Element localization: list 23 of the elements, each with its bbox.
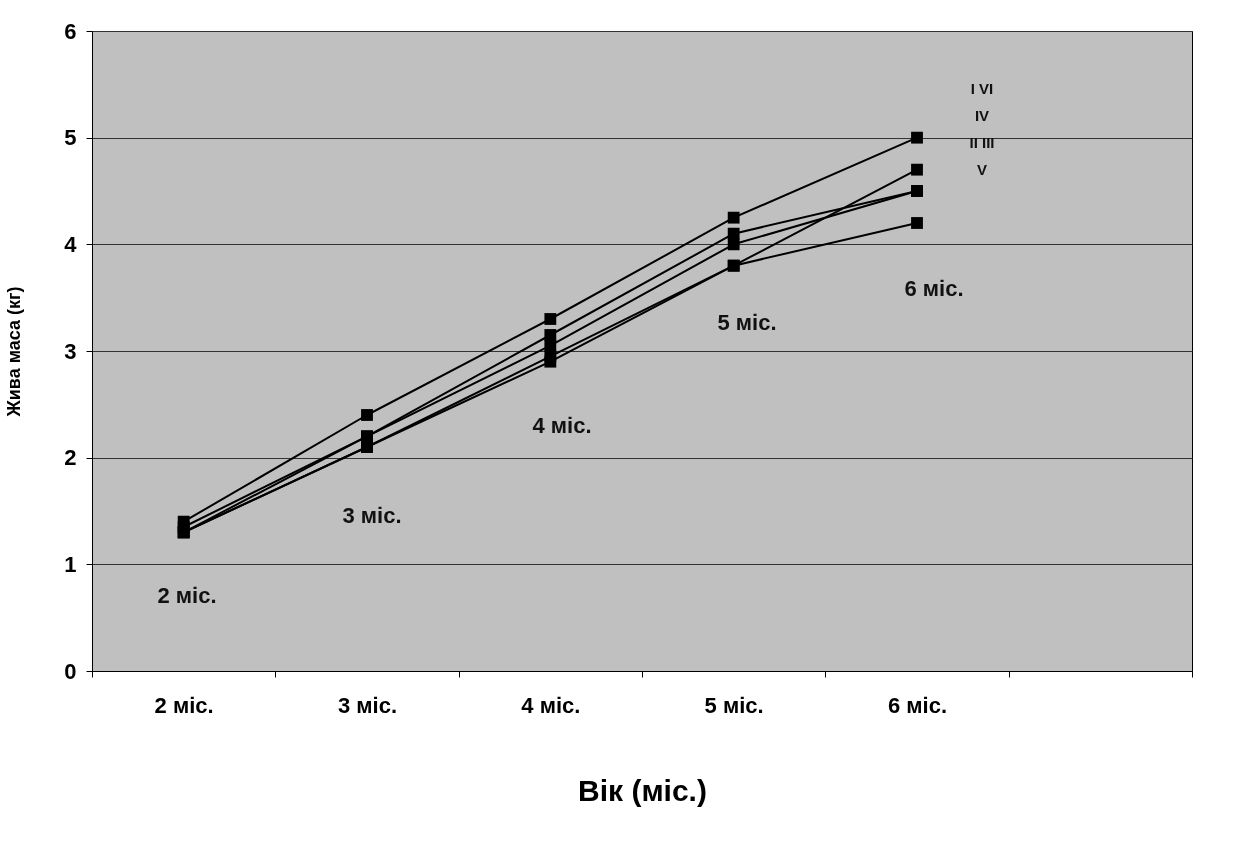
x-tick-label: 2 міс.: [154, 692, 214, 718]
x-tick-label: 4 міс.: [521, 692, 581, 718]
y-tick-label: 0: [64, 658, 77, 684]
annotation: IV: [974, 107, 990, 124]
y-axis-title: Жива маса (кг): [4, 286, 25, 418]
y-tick-label: 5: [64, 125, 77, 151]
y-tick-label: 4: [64, 231, 78, 257]
y-tick-label: 2: [64, 445, 77, 471]
x-tick-label: 3 міс.: [337, 692, 398, 718]
annotation: II III: [969, 134, 995, 151]
annotation: 6 міс.: [904, 276, 964, 301]
annotation: 4 міс.: [532, 413, 592, 438]
annotation: 5 міс.: [717, 310, 777, 335]
x-tick-label: 5 міс.: [704, 692, 764, 718]
y-tick-label: 6: [64, 18, 77, 44]
y-tick-label: 3: [64, 338, 77, 364]
x-axis-title: Вік (міс.): [578, 773, 707, 807]
annotation: V: [976, 161, 988, 178]
annotation: 2 міс.: [157, 583, 217, 608]
y-tick-label: 1: [64, 551, 77, 577]
x-tick-label: 6 міс.: [887, 692, 948, 718]
annotation: 3 міс.: [342, 503, 402, 528]
annotation: I VI: [970, 80, 994, 97]
